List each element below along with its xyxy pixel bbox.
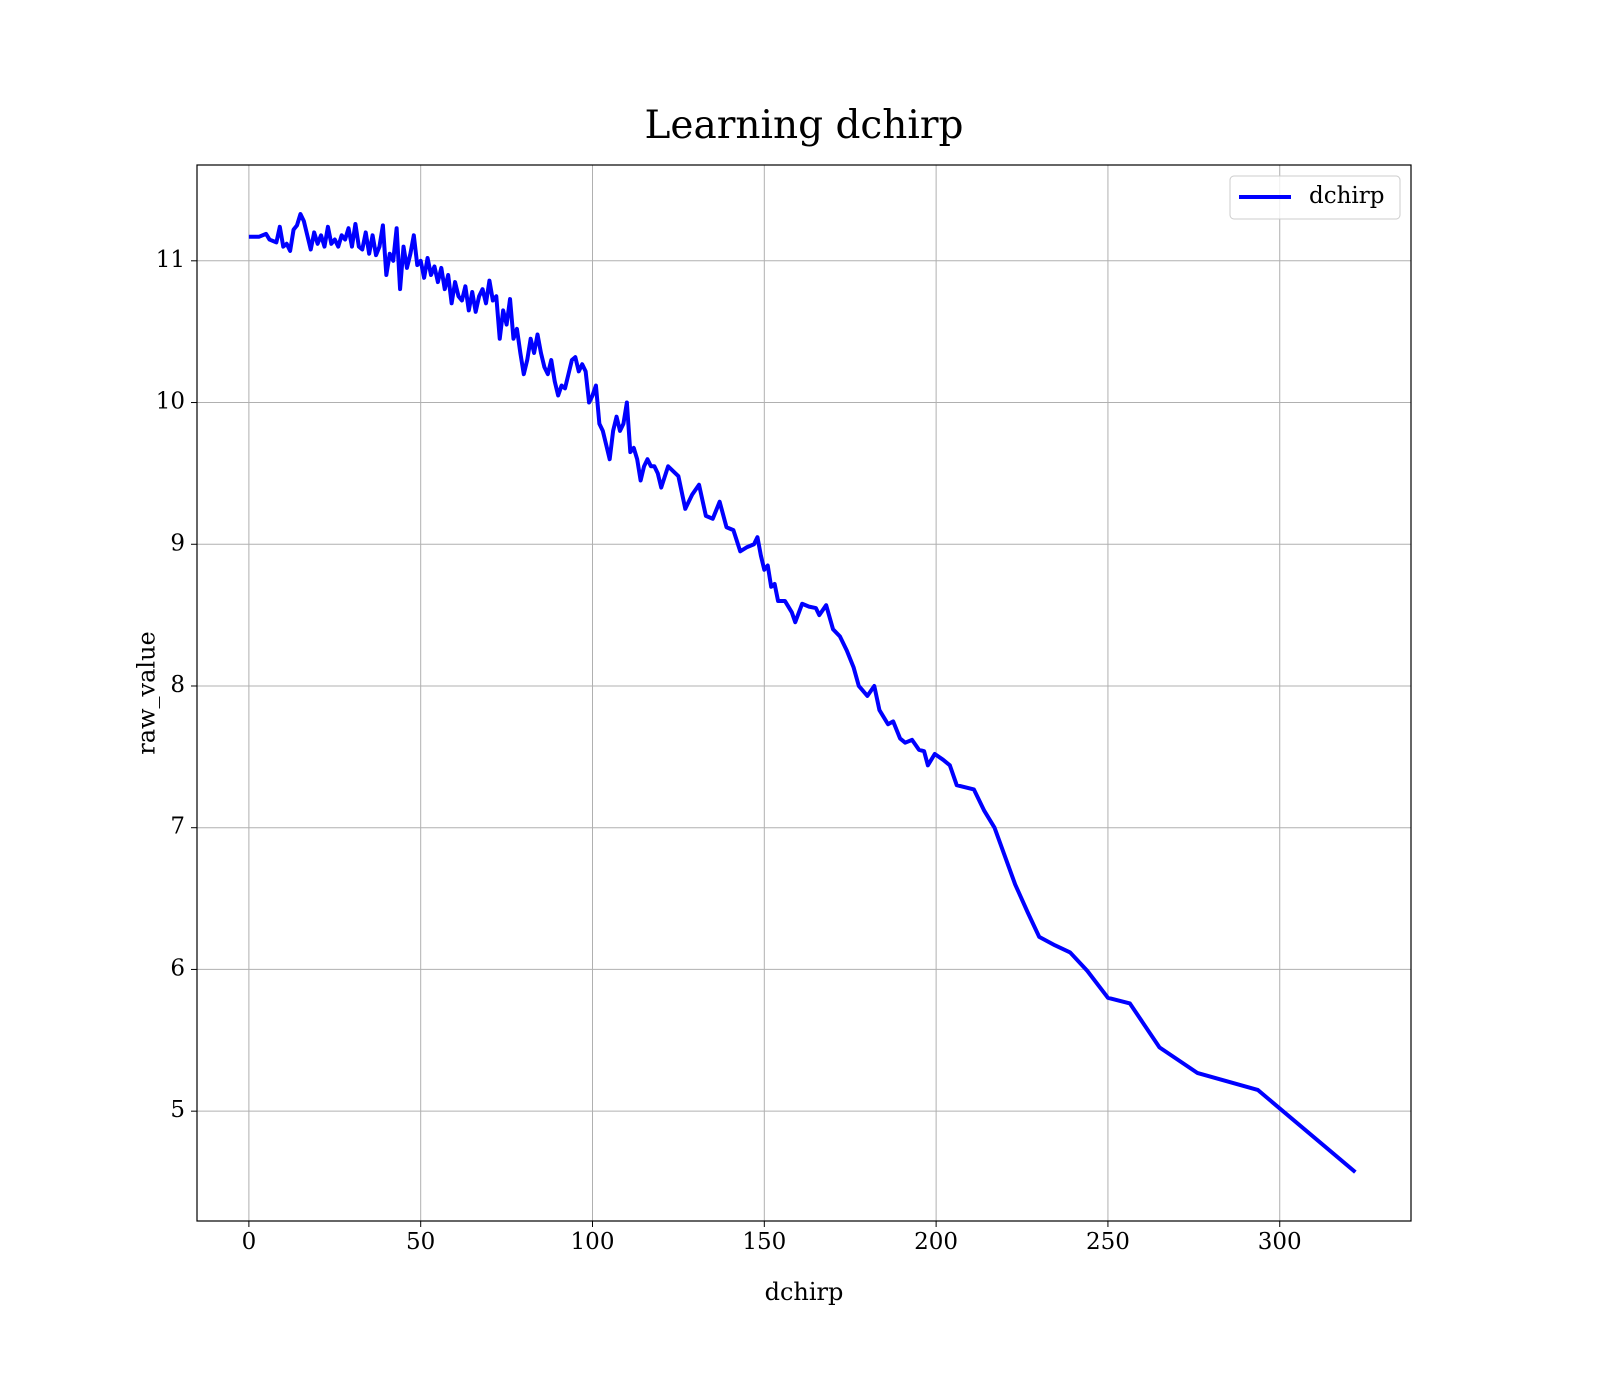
x-tick-label: 300: [1258, 1229, 1302, 1255]
plot-frame: [196, 164, 1412, 1222]
y-tick-label: 10: [156, 389, 185, 415]
x-tick-label: 100: [571, 1229, 615, 1255]
y-tick-label: 5: [170, 1097, 185, 1123]
x-tick-label: 200: [914, 1229, 958, 1255]
x-tick-label: 0: [242, 1229, 257, 1255]
x-axis-label: dchirp: [765, 1278, 844, 1306]
y-axis-label: raw_value: [133, 631, 161, 755]
y-tick-label: 9: [170, 530, 185, 556]
y-tick-label: 8: [170, 672, 185, 698]
x-tick-label: 250: [1086, 1229, 1130, 1255]
data-line: [248, 212, 1357, 1174]
legend-box: [1229, 175, 1401, 220]
x-tick-label: 150: [742, 1229, 786, 1255]
legend-label: dchirp: [1309, 183, 1385, 209]
y-tick-label: 6: [170, 955, 185, 981]
y-tick-label: 7: [170, 814, 185, 840]
x-tick-label: 50: [406, 1229, 435, 1255]
chart-title: Learning dchirp: [645, 103, 964, 148]
y-tick-label: 11: [156, 247, 185, 273]
